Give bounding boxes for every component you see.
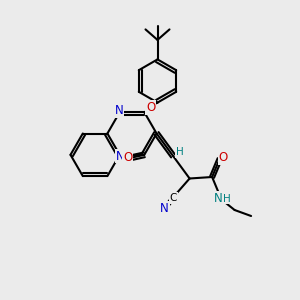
Text: O: O	[146, 101, 155, 114]
Text: N: N	[214, 192, 223, 205]
Text: O: O	[219, 151, 228, 164]
Text: H: H	[176, 147, 184, 158]
Text: N: N	[116, 149, 125, 163]
Text: H: H	[223, 194, 231, 204]
Text: N: N	[160, 202, 169, 215]
Text: C: C	[169, 193, 177, 203]
Text: N: N	[115, 104, 124, 118]
Text: O: O	[123, 151, 132, 164]
